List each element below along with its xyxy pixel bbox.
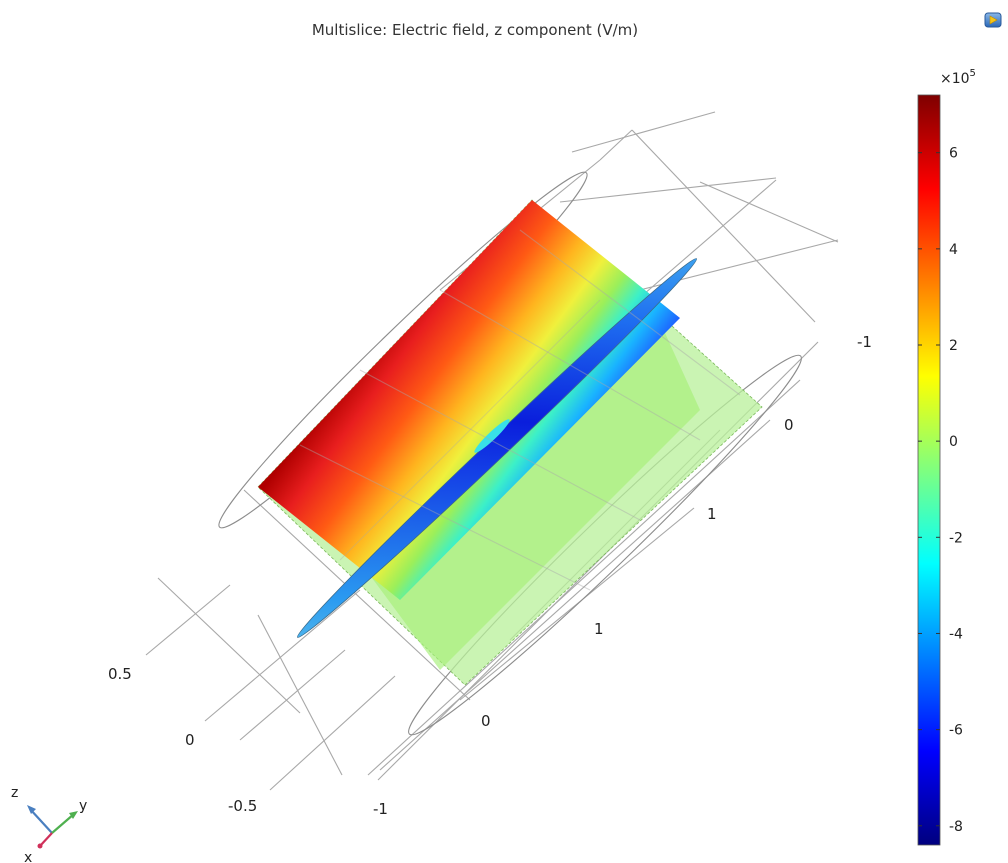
- colorbar-tick-label: 4: [949, 242, 958, 258]
- colorbar-tick-label: 2: [949, 338, 958, 354]
- triad-y-axis: [51, 813, 75, 834]
- axis3-tick-label: 1: [707, 505, 717, 523]
- axis2-tick-label: -1: [373, 800, 388, 818]
- axis2-tick-label: 0: [481, 712, 491, 730]
- colorbar-tick-label: -8: [949, 819, 963, 835]
- axis1-tick-label: 0.5: [108, 665, 132, 683]
- colorbar-exponent: ×105: [940, 68, 976, 87]
- axis1-tick-label: -0.5: [228, 797, 257, 815]
- axis2-tick-label: 1: [594, 620, 604, 638]
- horizontal-slice-inner: [372, 300, 700, 670]
- triad-x-label: x: [24, 850, 32, 863]
- export-image-icon[interactable]: [984, 12, 1002, 28]
- axis-orientation-triad: z y x: [11, 785, 87, 863]
- vertical-slice: [258, 200, 680, 600]
- colorbar-gradient: [917, 94, 941, 846]
- colorbar-tick-label: -2: [949, 530, 963, 546]
- plot-title: Multislice: Electric field, z component …: [311, 21, 639, 39]
- triad-z-axis: [29, 808, 53, 834]
- axis-grid-overlay: [299, 229, 741, 591]
- axis3-tick-label: 0: [784, 416, 794, 434]
- disk-hotspot: [474, 419, 510, 453]
- colorbar-tick-label: 0: [949, 434, 958, 450]
- triad-x-axis: [39, 832, 53, 847]
- triad-z-label: z: [11, 785, 18, 801]
- colorbar-tick-label: -4: [949, 626, 963, 642]
- triad-y-label: y: [79, 798, 87, 814]
- colorbar-tick-label: 6: [949, 146, 958, 162]
- colorbar: ×105 6 4 2 0 -2 -4 -6 -8: [917, 68, 976, 846]
- axis3-tick-label: -1: [857, 333, 872, 351]
- colorbar-tick-label: -6: [949, 723, 963, 739]
- axis1-tick-label: 0: [185, 731, 195, 749]
